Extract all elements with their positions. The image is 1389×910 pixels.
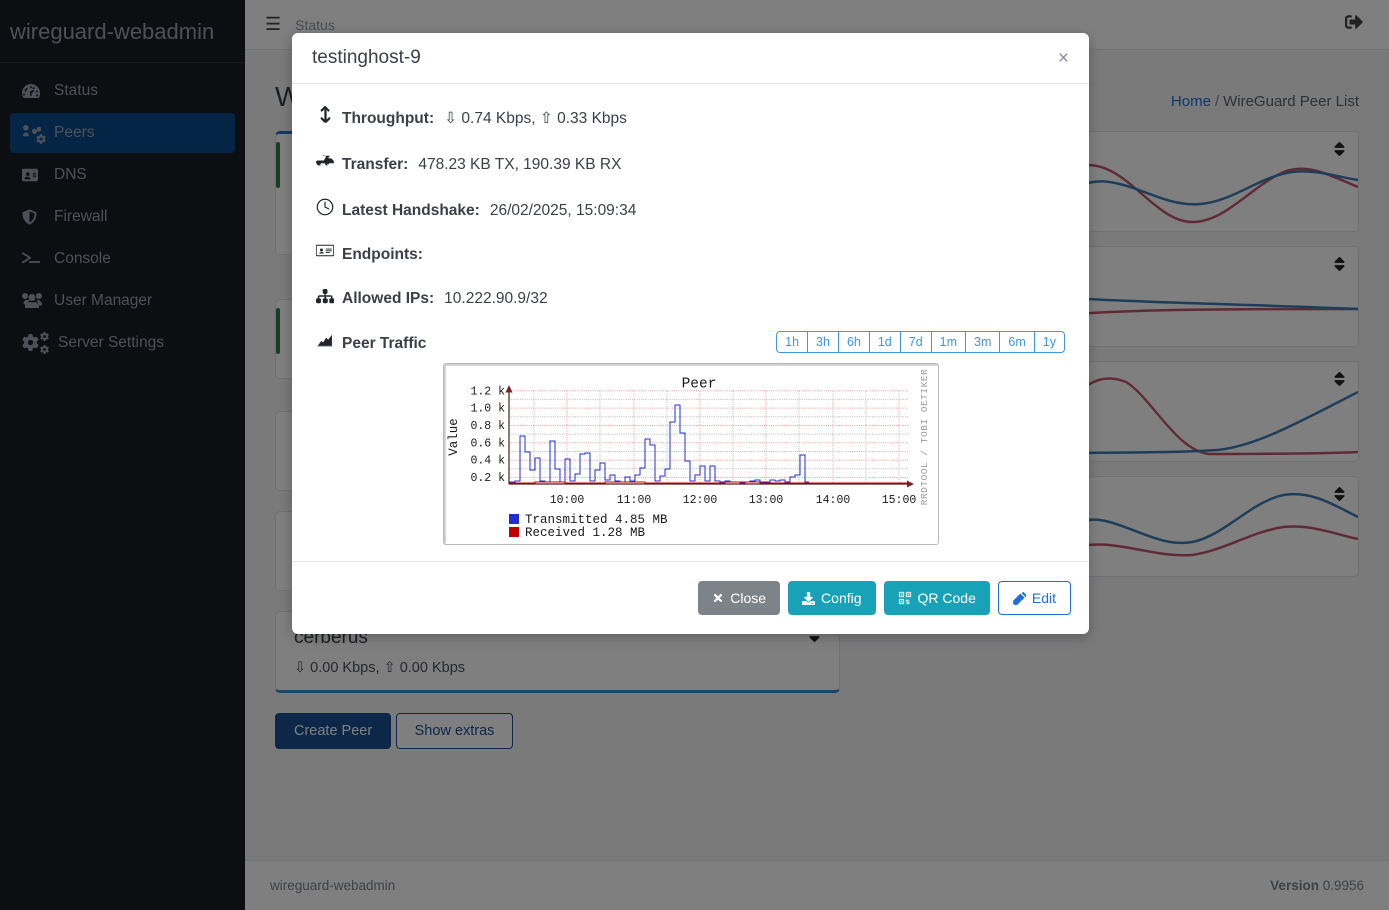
svg-text:13:00: 13:00 <box>748 494 783 507</box>
svg-text:0.2 k: 0.2 k <box>470 472 505 485</box>
svg-text:RRDTOOL / TOBI OETIKER: RRDTOOL / TOBI OETIKER <box>919 369 930 505</box>
svg-text:Transmitted 4.85 MB: Transmitted 4.85 MB <box>525 513 668 527</box>
svg-text:0.4 k: 0.4 k <box>470 455 505 468</box>
svg-text:1.2 k: 1.2 k <box>470 385 505 398</box>
svg-text:1.0 k: 1.0 k <box>470 403 505 416</box>
svg-text:Received 1.28 MB: Received 1.28 MB <box>525 526 646 540</box>
svg-text:11:00: 11:00 <box>616 494 651 507</box>
svg-text:Peer: Peer <box>681 377 716 393</box>
svg-text:14:00: 14:00 <box>815 494 850 507</box>
svg-text:0.8 k: 0.8 k <box>470 420 505 433</box>
svg-text:12:00: 12:00 <box>682 494 717 507</box>
svg-text:15:00: 15:00 <box>881 494 916 507</box>
svg-text:10:00: 10:00 <box>549 494 584 507</box>
svg-text:0.6 k: 0.6 k <box>470 437 505 450</box>
svg-text:Value: Value <box>447 418 461 456</box>
